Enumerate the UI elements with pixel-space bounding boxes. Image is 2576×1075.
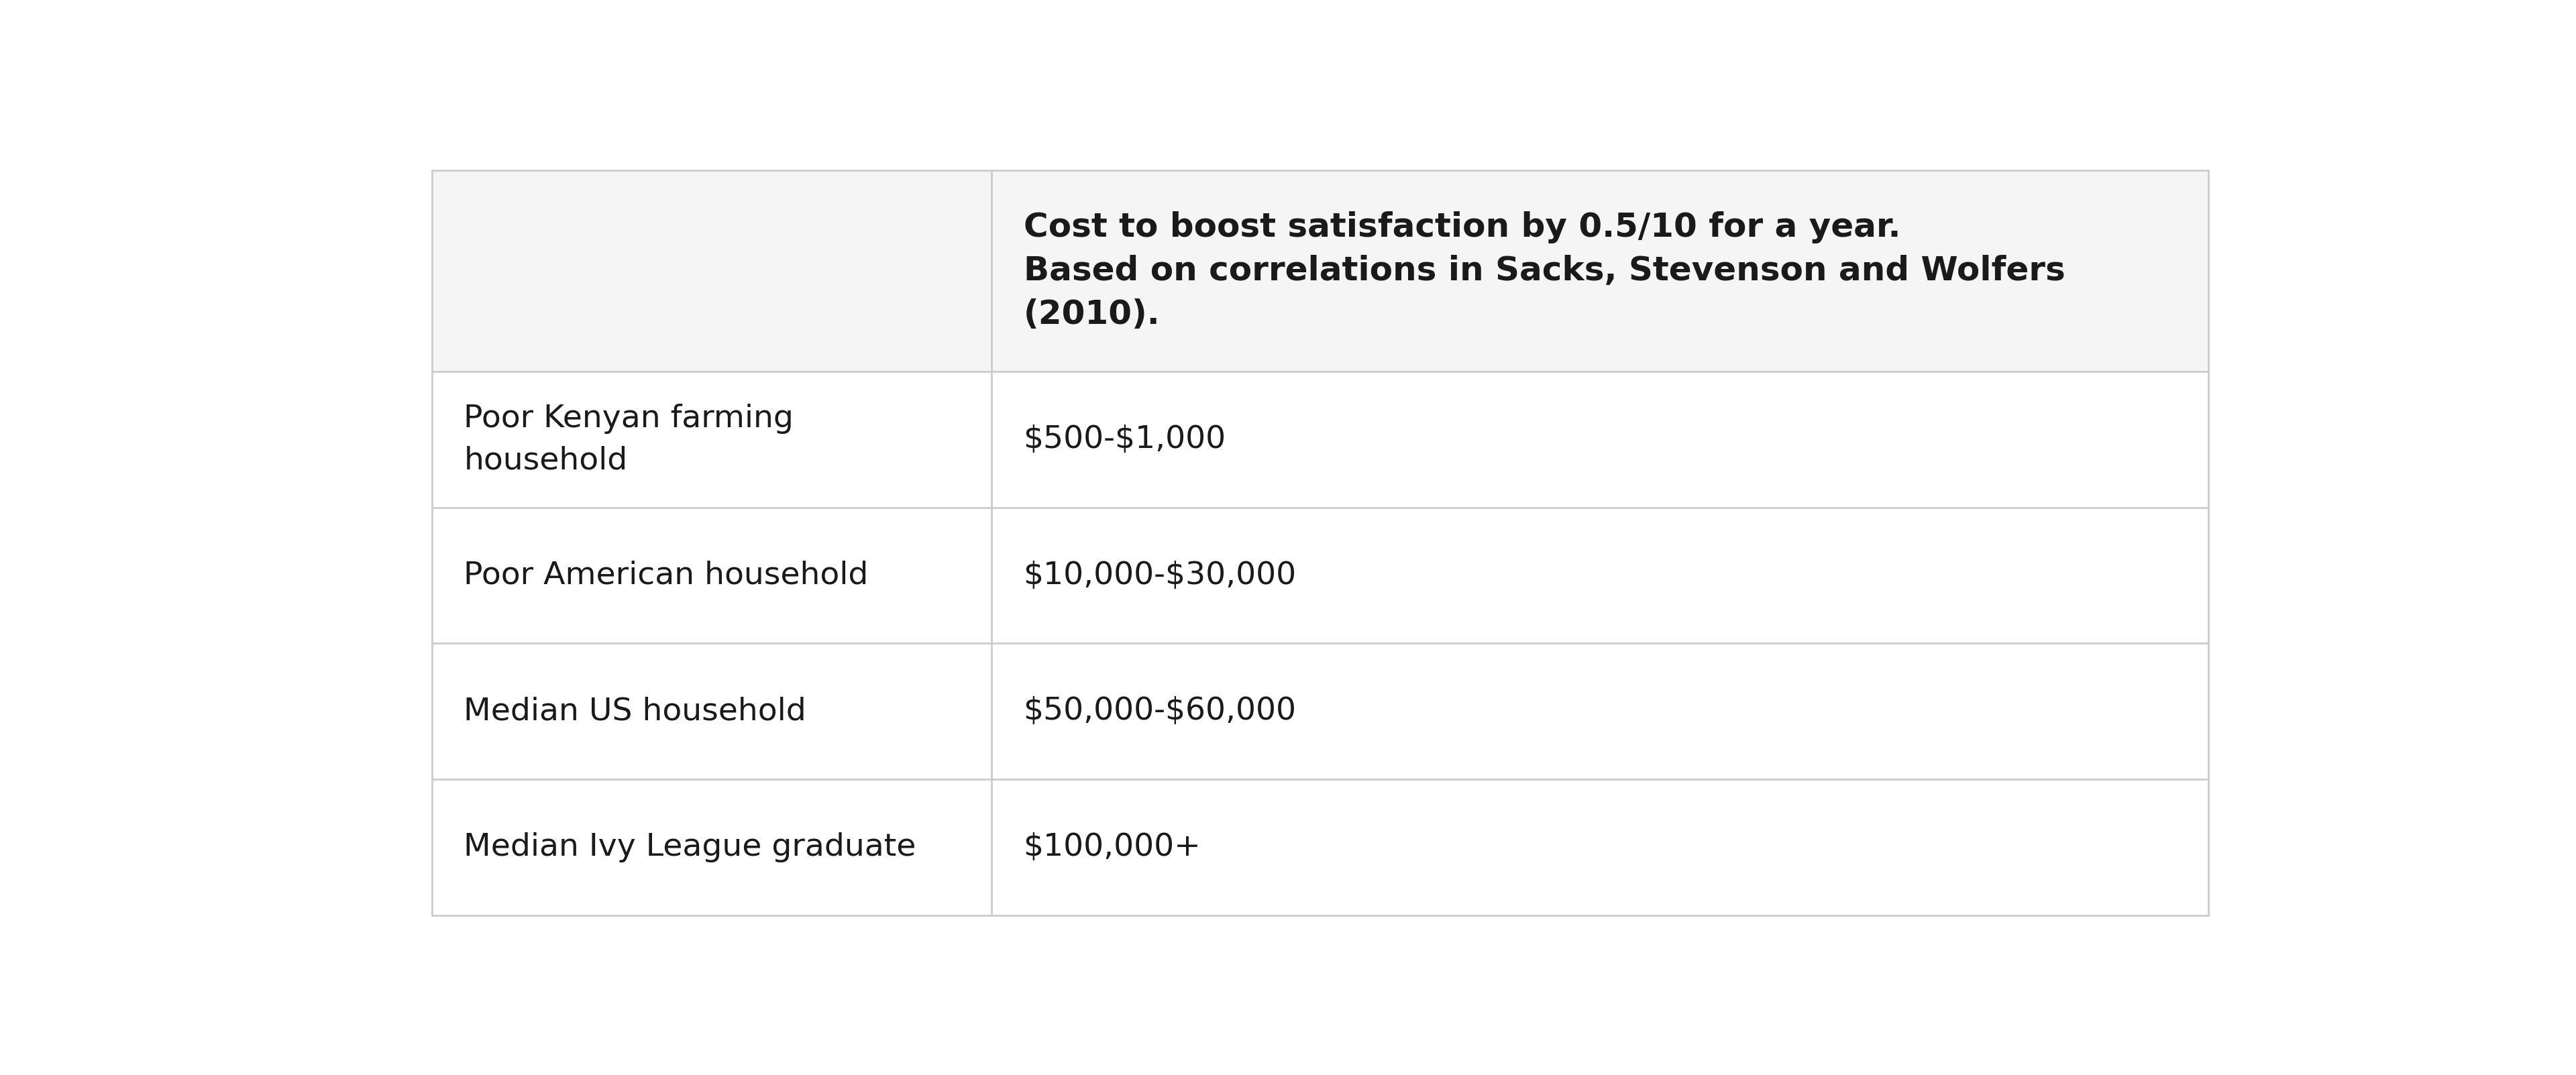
Bar xyxy=(433,507,2208,644)
Text: Poor Kenyan farming
household: Poor Kenyan farming household xyxy=(464,403,793,475)
Text: $10,000-$30,000: $10,000-$30,000 xyxy=(1023,560,1296,590)
Text: Poor American household: Poor American household xyxy=(464,560,868,590)
Bar xyxy=(433,779,2208,916)
Text: $50,000-$60,000: $50,000-$60,000 xyxy=(1023,697,1296,727)
Text: Median Ivy League graduate: Median Ivy League graduate xyxy=(464,832,917,862)
Bar xyxy=(433,644,2208,779)
Bar xyxy=(433,372,2208,507)
Text: $100,000+: $100,000+ xyxy=(1023,832,1200,862)
Text: Cost to boost satisfaction by 0.5/10 for a year.
Based on correlations in Sacks,: Cost to boost satisfaction by 0.5/10 for… xyxy=(1023,211,2066,331)
Bar xyxy=(433,170,2208,372)
Bar xyxy=(433,170,2208,916)
Text: $500-$1,000: $500-$1,000 xyxy=(1023,425,1226,455)
Text: Median US household: Median US household xyxy=(464,697,806,727)
